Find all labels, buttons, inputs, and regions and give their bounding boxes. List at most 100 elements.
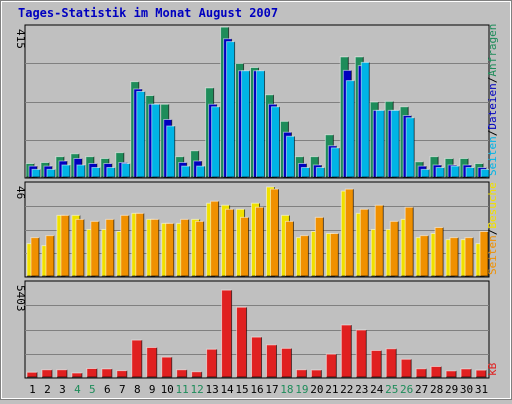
bar-seiten-20-highlight bbox=[314, 216, 324, 276]
bar-kb-28 bbox=[430, 365, 442, 378]
bar-seiten-22-shade bbox=[345, 189, 354, 277]
bar-kb-26-highlight bbox=[400, 358, 412, 377]
bar-kb-21 bbox=[325, 353, 337, 378]
bar-seiten-14-shade bbox=[225, 209, 235, 277]
bar-seiten-27-shade bbox=[421, 169, 430, 178]
bar-kb-13-highlight bbox=[206, 348, 217, 377]
bar-kb-8 bbox=[131, 339, 143, 378]
bar-kb-28-fill bbox=[431, 366, 442, 377]
bar-kb-14 bbox=[221, 289, 233, 378]
bar-seiten-6-fill bbox=[106, 167, 115, 177]
bar-seiten-5-highlight bbox=[91, 167, 100, 177]
bar-seiten-2-highlight bbox=[46, 168, 55, 177]
x-tick-label-25: 25 bbox=[385, 383, 398, 396]
bar-seiten-5-fill bbox=[90, 221, 99, 276]
bar-seiten-3-highlight bbox=[60, 214, 69, 276]
legend-middle: Seiten/Besuche bbox=[486, 182, 499, 275]
bar-kb-15-highlight bbox=[236, 306, 247, 377]
bar-seiten-16-highlight bbox=[255, 206, 264, 276]
bar-seiten-11-highlight bbox=[181, 165, 190, 177]
bar-kb-11-shade bbox=[176, 369, 188, 378]
bar-kb-8-shade bbox=[131, 340, 143, 378]
bar-seiten-24 bbox=[375, 109, 385, 178]
bar-anfragen-27-highlight bbox=[414, 161, 424, 177]
bar-dateien-2-highlight bbox=[43, 165, 52, 177]
bar-seiten-9-shade bbox=[150, 219, 160, 277]
bar-seiten-7-shade bbox=[121, 163, 131, 178]
bar-seiten-29 bbox=[450, 165, 460, 178]
bar-seiten-21-shade bbox=[331, 147, 340, 178]
legend-bottom: kB bbox=[486, 362, 499, 376]
bar-seiten-11-shade bbox=[181, 166, 191, 178]
bar-anfragen-10-highlight bbox=[160, 103, 169, 177]
bar-seiten-22-fill bbox=[346, 80, 355, 177]
bar-seiten-16-highlight bbox=[256, 70, 265, 177]
legend-segment: Besuche bbox=[486, 182, 499, 228]
bar-kb-2-shade bbox=[41, 369, 53, 378]
bar-anfragen-22-highlight bbox=[339, 56, 349, 177]
bar-kb-15-shade bbox=[236, 307, 248, 378]
bar-kb-19-highlight bbox=[295, 369, 307, 377]
bar-kb-4 bbox=[71, 372, 83, 378]
bar-seiten-25-highlight bbox=[389, 220, 399, 276]
bar-seiten-1-highlight bbox=[31, 168, 40, 177]
bar-kb-1 bbox=[26, 371, 38, 378]
bar-kb-7 bbox=[116, 370, 128, 378]
x-tick-label-20: 20 bbox=[310, 383, 323, 396]
bar-seiten-23 bbox=[360, 61, 370, 178]
bar-seiten-31 bbox=[480, 168, 490, 178]
bar-seiten-13 bbox=[210, 200, 220, 277]
bar-kb-11-fill bbox=[176, 369, 187, 377]
bar-anfragen-14-highlight bbox=[220, 26, 229, 177]
bar-seiten-24-shade bbox=[375, 205, 384, 277]
bar-anfragen-28-highlight bbox=[429, 156, 439, 177]
bar-seiten-30-highlight bbox=[464, 237, 474, 276]
bar-dateien-29-highlight bbox=[447, 164, 457, 177]
panel-visits: 46 Seiten/Besuche bbox=[14, 181, 499, 278]
x-tick-label-5: 5 bbox=[89, 383, 96, 396]
bar-seiten-7 bbox=[121, 163, 131, 178]
bar-kb-1-shade bbox=[27, 372, 38, 378]
bar-seiten-28-highlight bbox=[434, 226, 444, 276]
bar-besuche-12-highlight bbox=[191, 218, 200, 276]
bar-seiten-31-fill bbox=[480, 231, 489, 276]
bar-seiten-8-shade bbox=[135, 213, 145, 277]
bar-seiten-17-shade bbox=[271, 106, 280, 178]
bar-anfragen-2-highlight bbox=[40, 161, 49, 177]
bar-seiten-1 bbox=[30, 237, 40, 277]
bar-seiten-8-fill bbox=[135, 213, 144, 276]
bar-seiten-17-fill bbox=[270, 189, 279, 276]
bar-seiten-11-fill bbox=[180, 219, 189, 276]
bar-seiten-26 bbox=[405, 117, 415, 178]
bar-seiten-28-shade bbox=[435, 227, 444, 277]
bar-kb-5-fill bbox=[86, 368, 97, 377]
bar-kb-1-fill bbox=[27, 372, 37, 377]
bar-seiten-6 bbox=[105, 218, 115, 277]
bar-dateien-8-highlight bbox=[133, 88, 142, 177]
bar-seiten-9-fill bbox=[150, 219, 159, 276]
y-max-label: 5403 bbox=[14, 285, 27, 312]
x-tick-label-24: 24 bbox=[370, 383, 384, 396]
bar-seiten-28-shade bbox=[436, 167, 445, 178]
x-tick-label-2: 2 bbox=[44, 383, 51, 396]
bar-seiten-30-fill bbox=[466, 167, 475, 177]
bar-seiten-2-fill bbox=[45, 235, 54, 276]
bar-seiten-7-fill bbox=[121, 163, 130, 177]
bar-anfragen-1-highlight bbox=[25, 163, 34, 177]
bar-kb-6-shade bbox=[101, 368, 113, 378]
bar-dateien-17-highlight bbox=[267, 103, 277, 177]
bar-seiten-23-fill bbox=[360, 209, 369, 276]
bar-seiten-1-fill bbox=[32, 169, 40, 177]
bar-dateien-22-highlight bbox=[342, 69, 352, 177]
bar-seiten-4-fill bbox=[76, 164, 85, 177]
bar-seiten-20 bbox=[314, 216, 324, 277]
bar-seiten-20-shade bbox=[316, 167, 325, 178]
bar-seiten-13-fill bbox=[211, 106, 220, 177]
bar-anfragen-11-highlight bbox=[175, 156, 184, 177]
y-max-label: 415 bbox=[14, 29, 27, 49]
bar-seiten-22-highlight bbox=[344, 188, 354, 276]
bar-seiten-27-shade bbox=[420, 235, 429, 277]
bar-seiten-23-fill bbox=[361, 62, 370, 177]
bar-seiten-2-fill bbox=[46, 169, 55, 177]
